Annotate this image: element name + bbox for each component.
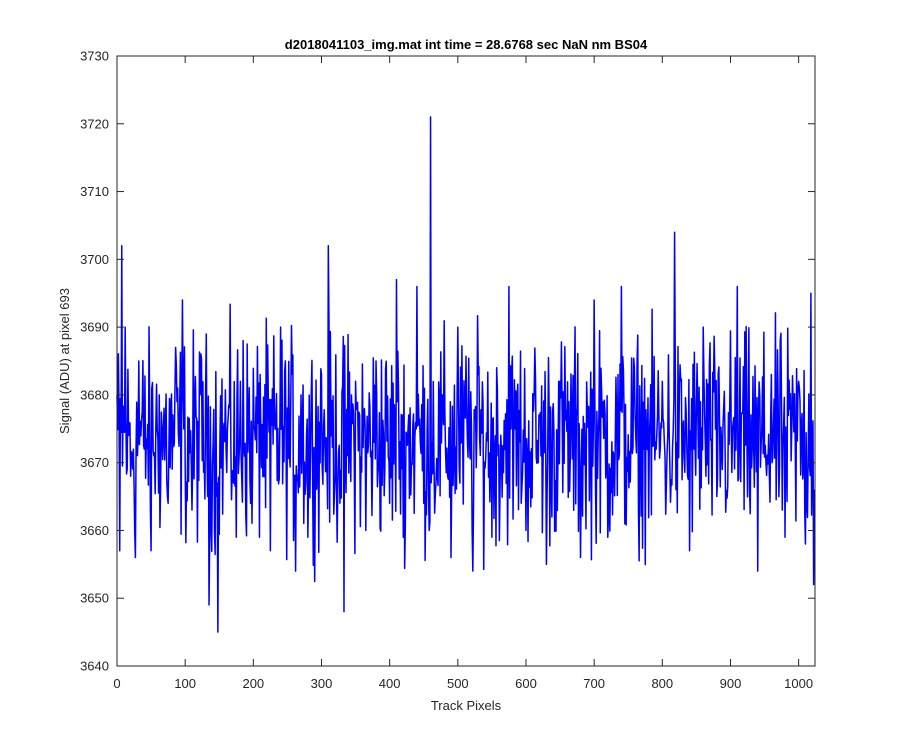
y-tick-label: 3710 (80, 184, 109, 199)
x-tick-label: 900 (720, 676, 742, 691)
x-tick-label: 800 (651, 676, 673, 691)
y-tick-label: 3730 (80, 49, 109, 64)
x-axis-label: Track Pixels (431, 698, 502, 713)
y-axis-label: Signal (ADU) at pixel 693 (57, 288, 72, 434)
x-tick-label: 1000 (784, 676, 813, 691)
x-tick-label: 200 (242, 676, 264, 691)
x-tick-label: 400 (379, 676, 401, 691)
y-tick-label: 3690 (80, 320, 109, 335)
y-tick-label: 3660 (80, 523, 109, 538)
series-layer (116, 116, 816, 633)
y-tick-label: 3650 (80, 591, 109, 606)
plot-frame (116, 55, 816, 667)
y-tick-label: 3700 (80, 252, 109, 267)
y-tick-label: 3680 (80, 387, 109, 402)
x-tick-label: 100 (174, 676, 196, 691)
y-tick-label: 3640 (80, 659, 109, 674)
x-tick-label: 500 (447, 676, 469, 691)
y-tick-label: 3720 (80, 116, 109, 131)
x-tick-label: 700 (583, 676, 605, 691)
chart-title: d2018041103_img.mat int time = 28.6768 s… (285, 37, 648, 52)
series-line (116, 116, 816, 633)
y-tick-label: 3670 (80, 455, 109, 470)
ticks-layer: 0 100 200 300 400 500 600 700 800 900 1000 3640 3650… (80, 49, 815, 691)
x-tick-label: 0 (113, 676, 120, 691)
x-tick-label: 600 (515, 676, 537, 691)
x-tick-label: 300 (311, 676, 333, 691)
